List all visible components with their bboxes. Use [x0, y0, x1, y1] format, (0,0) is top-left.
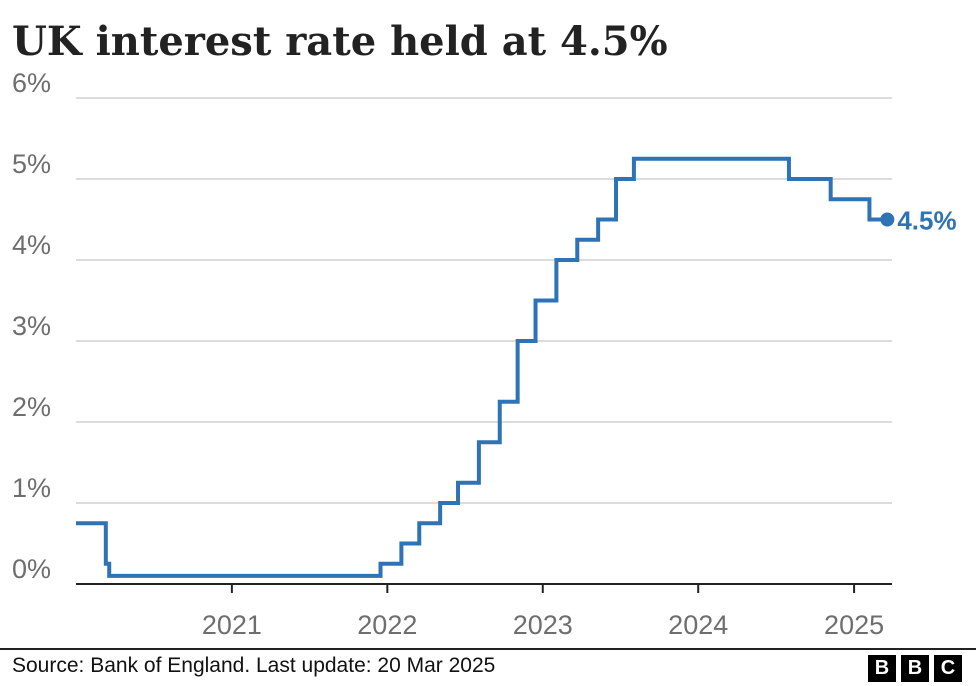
y-tick-label: 1%	[12, 473, 51, 503]
x-tick-label: 2022	[357, 610, 417, 640]
footer-divider	[0, 648, 976, 650]
x-tick-label: 2025	[824, 610, 884, 640]
x-tick-label: 2021	[202, 610, 262, 640]
x-tick-label: 2024	[668, 610, 728, 640]
bbc-logo: B B C	[868, 655, 962, 682]
end-point-marker	[880, 212, 895, 227]
bbc-logo-letter-2: B	[901, 655, 929, 682]
series-layer: 4.5%	[76, 156, 957, 578]
rate-line	[76, 156, 888, 578]
x-tick-label: 2023	[513, 610, 573, 640]
bbc-logo-letter-3: C	[934, 655, 962, 682]
source-note: Source: Bank of England. Last update: 20…	[12, 654, 496, 677]
bbc-logo-letter-1: B	[868, 655, 896, 682]
gridlines	[76, 97, 892, 504]
y-tick-label: 0%	[12, 554, 51, 584]
y-axis: 0% 1% 2% 3% 4% 5% 6%	[12, 68, 51, 584]
end-value-label: 4.5%	[897, 206, 956, 236]
y-tick-label: 5%	[12, 149, 51, 179]
y-tick-label: 4%	[12, 230, 51, 260]
rate-chart: 0% 1% 2% 3% 4% 5% 6% 2021 2022 2023 2024 2025 4.5%	[12, 68, 957, 640]
chart-title: UK interest rate held at 4.5%	[12, 18, 668, 65]
y-tick-label: 3%	[12, 311, 51, 341]
x-axis: 2021 2022 2023 2024 2025	[76, 583, 892, 640]
y-tick-label: 2%	[12, 392, 51, 422]
y-tick-label: 6%	[12, 68, 51, 98]
